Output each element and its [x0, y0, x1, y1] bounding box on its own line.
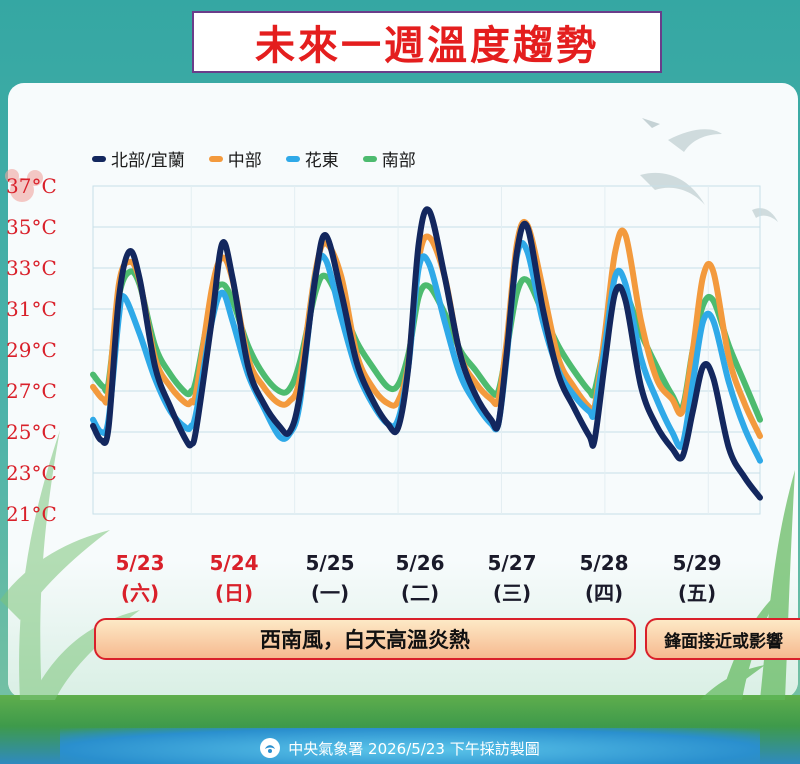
- legend-swatch: [208, 155, 223, 162]
- title-box: 未來一週溫度趨勢: [192, 11, 662, 73]
- footer-text: 中央氣象署 2026/5/23 下午採訪製圖: [288, 739, 540, 758]
- flower-icon: [5, 169, 43, 202]
- legend-item: 北部/宜蘭: [92, 146, 185, 171]
- y-tick-label: 29°C: [6, 338, 57, 362]
- date-text: 5/27: [487, 551, 537, 575]
- date-label: 5/24 (日): [194, 548, 274, 608]
- date-text: 5/28: [579, 551, 629, 575]
- date-label: 5/25 (一): [290, 548, 370, 608]
- banner-main-text: 西南風，白天高溫炎熱: [260, 628, 470, 652]
- weekday-text: (四): [584, 581, 624, 605]
- footer: 中央氣象署 2026/5/23 下午採訪製圖: [0, 735, 800, 761]
- legend-item: 南部: [362, 146, 416, 171]
- date-text: 5/26: [395, 551, 445, 575]
- y-tick-label: 21°C: [6, 502, 57, 526]
- y-tick-label: 23°C: [6, 461, 57, 485]
- weekday-text: (一): [310, 581, 350, 605]
- y-tick-label: 31°C: [6, 297, 57, 321]
- date-text: 5/23: [115, 551, 165, 575]
- legend-label: 北部/宜蘭: [111, 151, 185, 171]
- swallow-icon: [642, 118, 660, 128]
- legend-label: 南部: [381, 151, 416, 171]
- grass-icon: [0, 430, 140, 700]
- date-label: 5/29 (五): [657, 548, 737, 608]
- water-landscape: [60, 728, 760, 764]
- cwa-logo-icon: [260, 738, 281, 758]
- weekday-text: (二): [400, 581, 440, 605]
- weekday-text: (六): [120, 581, 160, 605]
- date-label: 5/27 (三): [472, 548, 552, 608]
- date-text: 5/24: [209, 551, 259, 575]
- date-text: 5/25: [305, 551, 355, 575]
- weekday-text: (三): [492, 581, 532, 605]
- date-text: 5/29: [672, 551, 722, 575]
- weekday-text: (五): [677, 581, 717, 605]
- legend-label: 中部: [227, 151, 262, 171]
- page-title: 未來一週溫度趨勢: [255, 23, 599, 69]
- legend-swatch: [285, 155, 300, 162]
- chart-legend: 北部/宜蘭 中部 花東 南部: [92, 146, 416, 171]
- weather-banner-main: 西南風，白天高溫炎熱: [94, 618, 636, 660]
- legend-swatch: [362, 155, 377, 162]
- legend-label: 花東: [304, 151, 339, 171]
- series-line-0: [90, 206, 763, 501]
- legend-item: 中部: [208, 146, 262, 171]
- date-label: 5/23 (六): [100, 548, 180, 608]
- banner-side-text: 鋒面接近或影響: [664, 631, 783, 652]
- y-tick-label: 25°C: [6, 420, 57, 444]
- date-label: 5/28 (四): [564, 548, 644, 608]
- legend-item: 花東: [285, 146, 339, 171]
- y-tick-label: 35°C: [6, 215, 57, 239]
- weather-banner-side: 鋒面接近或影響: [645, 618, 800, 660]
- date-label: 5/26 (二): [380, 548, 460, 608]
- swallow-icon: [640, 129, 778, 222]
- weekday-text: (日): [214, 581, 254, 605]
- legend-swatch: [92, 155, 106, 162]
- y-tick-label: 33°C: [6, 256, 57, 280]
- y-tick-label: 37°C: [6, 174, 57, 198]
- y-tick-label: 27°C: [6, 379, 57, 403]
